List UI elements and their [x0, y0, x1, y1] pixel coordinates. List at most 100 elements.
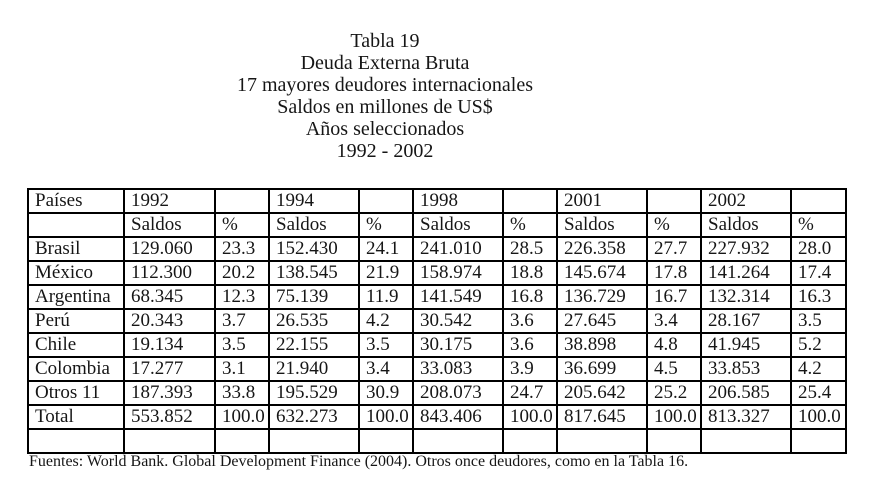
table-row: Brasil 129.060 23.3 152.430 24.1 241.010 28.5 2… [27, 236, 847, 262]
header-cell [358, 188, 414, 214]
row-label-cell: Brasil [27, 236, 125, 262]
value-cell: 5.2 [790, 332, 847, 358]
value-cell: 68.345 [123, 284, 216, 310]
debt-table-wrap: Países 1992 1994 1998 2001 2002 Saldos% Saldos%… [27, 188, 847, 454]
value-cell: 632.273 [268, 404, 360, 430]
value-cell: 36.699 [556, 356, 648, 382]
value-cell: 100.0 [358, 404, 414, 430]
value-cell: 3.6 [502, 332, 558, 358]
value-cell [358, 428, 414, 454]
header-cell: 2001 [556, 188, 648, 214]
value-cell: 19.134 [123, 332, 216, 358]
value-cell: 813.327 [700, 404, 792, 430]
value-cell [502, 428, 558, 454]
value-cell: 100.0 [646, 404, 702, 430]
value-cell: 138.545 [268, 260, 360, 286]
table-row: Argentina 68.345 12.3 75.139 11.9 141.549 16.8… [27, 284, 847, 310]
title-line-units: Saldos en millones de US$ [277, 96, 493, 118]
header-cell: % [358, 212, 414, 238]
header-cell: Saldos [556, 212, 648, 238]
value-cell: 75.139 [268, 284, 360, 310]
value-cell: 11.9 [358, 284, 414, 310]
value-cell: 843.406 [412, 404, 504, 430]
value-cell: 141.549 [412, 284, 504, 310]
value-cell: 21.9 [358, 260, 414, 286]
row-label-cell: Colombia [27, 356, 125, 382]
value-cell: 24.7 [502, 380, 558, 406]
value-cell: 30.9 [358, 380, 414, 406]
header-cell [790, 188, 847, 214]
value-cell: 23.3 [214, 236, 270, 262]
row-label-cell: Chile [27, 332, 125, 358]
value-cell [646, 428, 702, 454]
value-cell: 17.4 [790, 260, 847, 286]
value-cell: 17.8 [646, 260, 702, 286]
value-cell: 206.585 [700, 380, 792, 406]
header-cell [27, 212, 125, 238]
table-row: Chile 19.134 3.5 22.155 3.5 30.175 3.6 38.898 4.… [27, 332, 847, 358]
empty-row [27, 428, 847, 454]
value-cell: 25.4 [790, 380, 847, 406]
value-cell: 3.6 [502, 308, 558, 334]
value-cell: 4.5 [646, 356, 702, 382]
table-row: Perú 20.343 3.7 26.535 4.2 30.542 3.6 27.645 3.4… [27, 308, 847, 334]
value-cell: 195.529 [268, 380, 360, 406]
header-cell: % [502, 212, 558, 238]
table-title-block: Tabla 19 Deuda Externa Bruta 17 mayores … [0, 30, 770, 162]
value-cell: 3.4 [646, 308, 702, 334]
table-row: Otros 11 187.393 33.8 195.529 30.9 208.073 24.… [27, 380, 847, 406]
value-cell: 100.0 [790, 404, 847, 430]
value-cell: 17.277 [123, 356, 216, 382]
row-label-cell: México [27, 260, 125, 286]
value-cell: 30.175 [412, 332, 504, 358]
table-row: Colombia 17.277 3.1 21.940 3.4 33.083 3.9 36.69… [27, 356, 847, 382]
value-cell: 112.300 [123, 260, 216, 286]
header-cell [214, 188, 270, 214]
value-cell: 3.1 [214, 356, 270, 382]
value-cell: 28.5 [502, 236, 558, 262]
header-cell: Países [27, 188, 125, 214]
header-row-years: Países 1992 1994 1998 2001 2002 [27, 188, 847, 214]
value-cell: 27.7 [646, 236, 702, 262]
value-cell: 241.010 [412, 236, 504, 262]
value-cell: 16.3 [790, 284, 847, 310]
header-cell: Saldos [123, 212, 216, 238]
value-cell: 100.0 [502, 404, 558, 430]
value-cell: 41.945 [700, 332, 792, 358]
value-cell: 4.8 [646, 332, 702, 358]
value-cell: 20.343 [123, 308, 216, 334]
value-cell: 227.932 [700, 236, 792, 262]
value-cell: 3.5 [358, 332, 414, 358]
value-cell [412, 428, 504, 454]
header-cell: 2002 [700, 188, 792, 214]
row-label-cell: Otros 11 [27, 380, 125, 406]
value-cell: 16.8 [502, 284, 558, 310]
header-cell: Saldos [268, 212, 360, 238]
row-label-cell: Perú [27, 308, 125, 334]
value-cell: 132.314 [700, 284, 792, 310]
value-cell: 38.898 [556, 332, 648, 358]
value-cell: 226.358 [556, 236, 648, 262]
value-cell: 3.7 [214, 308, 270, 334]
value-cell [214, 428, 270, 454]
value-cell: 136.729 [556, 284, 648, 310]
value-cell: 4.2 [358, 308, 414, 334]
value-cell [268, 428, 360, 454]
value-cell: 28.167 [700, 308, 792, 334]
header-cell: 1992 [123, 188, 216, 214]
header-cell: % [790, 212, 847, 238]
value-cell: 158.974 [412, 260, 504, 286]
value-cell: 12.3 [214, 284, 270, 310]
value-cell: 18.8 [502, 260, 558, 286]
value-cell: 100.0 [214, 404, 270, 430]
value-cell: 3.9 [502, 356, 558, 382]
value-cell: 28.0 [790, 236, 847, 262]
row-label-cell: Total [27, 404, 125, 430]
value-cell: 33.8 [214, 380, 270, 406]
header-cell: 1994 [268, 188, 360, 214]
value-cell: 817.645 [556, 404, 648, 430]
value-cell: 24.1 [358, 236, 414, 262]
value-cell: 27.645 [556, 308, 648, 334]
value-cell [700, 428, 792, 454]
